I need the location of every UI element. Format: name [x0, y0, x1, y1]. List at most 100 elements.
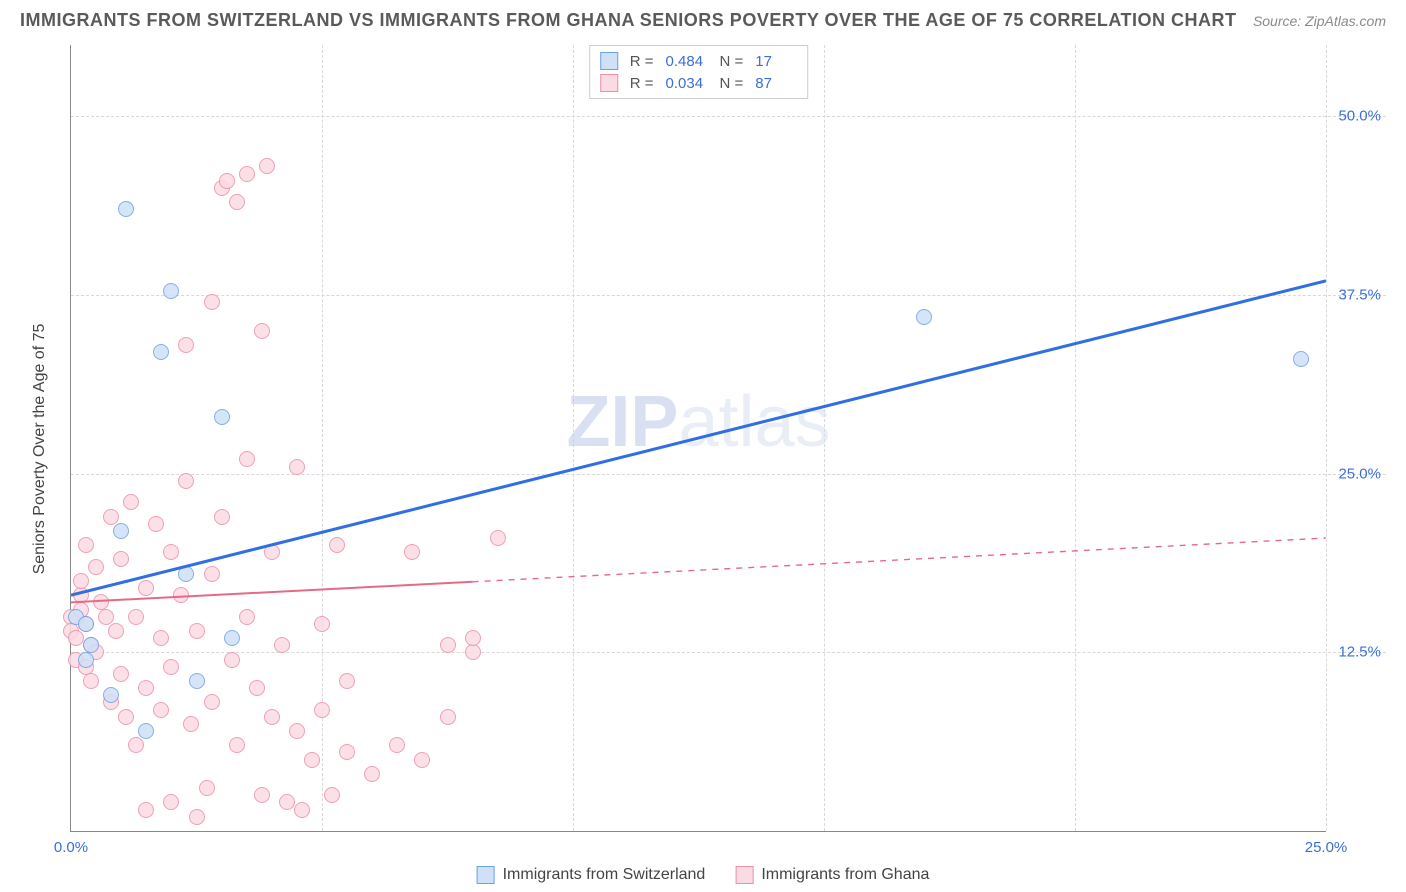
data-point [138, 680, 154, 696]
data-point [404, 544, 420, 560]
legend-stats: R = 0.484 N = 17 R = 0.034 N = 87 [589, 45, 809, 99]
data-point [148, 516, 164, 532]
data-point [153, 702, 169, 718]
data-point [108, 623, 124, 639]
data-point [138, 723, 154, 739]
data-point [103, 509, 119, 525]
chart-title: IMMIGRANTS FROM SWITZERLAND VS IMMIGRANT… [20, 10, 1237, 31]
x-tick-label: 0.0% [54, 839, 88, 856]
data-point [264, 709, 280, 725]
legend-swatch-b [600, 74, 618, 92]
data-point [249, 680, 265, 696]
data-point [83, 637, 99, 653]
data-point [128, 609, 144, 625]
data-point [73, 587, 89, 603]
bottom-label-a: Immigrants from Switzerland [503, 866, 706, 884]
data-point [113, 551, 129, 567]
data-point [113, 666, 129, 682]
data-point [224, 652, 240, 668]
bottom-legend: Immigrants from Switzerland Immigrants f… [477, 866, 930, 884]
data-point [138, 580, 154, 596]
data-point [204, 566, 220, 582]
data-point [173, 587, 189, 603]
legend-n-label-b: N = [720, 75, 744, 92]
data-point [214, 409, 230, 425]
data-point [73, 573, 89, 589]
gridline-h [71, 295, 1386, 296]
data-point [1293, 351, 1309, 367]
data-point [88, 559, 104, 575]
data-point [229, 737, 245, 753]
data-point [465, 644, 481, 660]
gridline-h [71, 652, 1386, 653]
data-point [239, 609, 255, 625]
data-point [123, 494, 139, 510]
bottom-label-b: Immigrants from Ghana [761, 866, 929, 884]
data-point [264, 544, 280, 560]
data-point [414, 752, 430, 768]
data-point [118, 709, 134, 725]
gridline-v [573, 45, 574, 831]
data-point [163, 283, 179, 299]
data-point [274, 637, 290, 653]
gridline-v [1326, 45, 1327, 831]
data-point [294, 802, 310, 818]
data-point [916, 309, 932, 325]
legend-n-value-b: 87 [755, 75, 797, 92]
data-point [279, 794, 295, 810]
data-point [128, 737, 144, 753]
data-point [339, 673, 355, 689]
gridline-h [71, 474, 1386, 475]
data-point [189, 623, 205, 639]
y-tick-label: 12.5% [1331, 644, 1381, 661]
data-point [219, 173, 235, 189]
legend-r-value-b: 0.034 [666, 75, 708, 92]
data-point [68, 630, 84, 646]
legend-row-b: R = 0.034 N = 87 [600, 72, 798, 94]
data-point [78, 652, 94, 668]
data-point [189, 673, 205, 689]
data-point [259, 158, 275, 174]
bottom-legend-a: Immigrants from Switzerland [477, 866, 706, 884]
data-point [254, 323, 270, 339]
data-point [153, 630, 169, 646]
data-point [138, 802, 154, 818]
chart-container: Seniors Poverty Over the Age of 75 ZIPat… [50, 45, 1386, 852]
legend-n-value-a: 17 [755, 53, 797, 70]
legend-row-a: R = 0.484 N = 17 [600, 50, 798, 72]
source-label: Source: ZipAtlas.com [1253, 13, 1386, 29]
x-tick-label: 25.0% [1305, 839, 1348, 856]
legend-r-label-b: R = [630, 75, 654, 92]
data-point [78, 537, 94, 553]
data-point [254, 787, 270, 803]
data-point [178, 473, 194, 489]
gridline-h [71, 116, 1386, 117]
data-point [178, 337, 194, 353]
data-point [289, 459, 305, 475]
y-tick-label: 37.5% [1331, 287, 1381, 304]
data-point [153, 344, 169, 360]
legend-r-value-a: 0.484 [666, 53, 708, 70]
data-point [440, 709, 456, 725]
data-point [78, 616, 94, 632]
data-point [163, 794, 179, 810]
data-point [199, 780, 215, 796]
data-point [204, 294, 220, 310]
data-point [314, 702, 330, 718]
data-point [304, 752, 320, 768]
data-point [204, 694, 220, 710]
data-point [239, 451, 255, 467]
data-point [183, 716, 199, 732]
data-point [339, 744, 355, 760]
data-point [364, 766, 380, 782]
data-point [229, 194, 245, 210]
watermark-bold: ZIP [566, 382, 678, 462]
bottom-swatch-a [477, 866, 495, 884]
data-point [118, 201, 134, 217]
data-point [440, 637, 456, 653]
data-point [324, 787, 340, 803]
bottom-swatch-b [735, 866, 753, 884]
legend-n-label-a: N = [720, 53, 744, 70]
data-point [314, 616, 330, 632]
data-point [163, 544, 179, 560]
